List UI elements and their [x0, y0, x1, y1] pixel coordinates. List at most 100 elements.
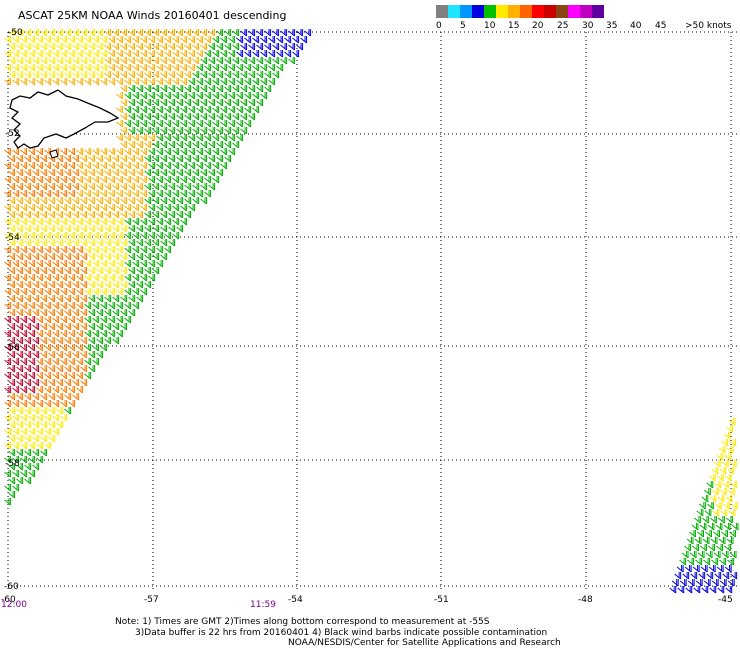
wind-barb — [112, 281, 120, 289]
wind-barb — [120, 323, 128, 331]
wind-barb — [220, 64, 228, 72]
wind-barb — [164, 106, 172, 114]
wind-barb — [40, 211, 48, 219]
wind-barb — [136, 99, 144, 107]
wind-barb — [88, 295, 96, 303]
wind-barb — [140, 218, 148, 226]
wind-barb — [76, 204, 84, 212]
wind-barb — [108, 64, 116, 72]
wind-barb — [44, 442, 52, 450]
wind-barb — [705, 551, 713, 559]
wind-barb — [168, 127, 176, 135]
wind-barb — [132, 204, 140, 212]
wind-barb — [188, 120, 196, 128]
wind-barb — [296, 43, 304, 51]
wind-barb — [32, 337, 40, 345]
wind-barb — [4, 274, 12, 282]
wind-barb — [268, 36, 276, 44]
wind-barb — [12, 218, 20, 226]
wind-barb — [48, 71, 56, 79]
wind-barb — [172, 50, 180, 58]
wind-barb — [300, 36, 308, 44]
wind-barb — [232, 43, 240, 51]
wind-barb — [112, 57, 120, 65]
wind-barb — [76, 190, 84, 198]
wind-barb — [160, 225, 168, 233]
wind-barb — [204, 92, 212, 100]
wind-barb — [232, 127, 240, 135]
wind-barb — [80, 211, 88, 219]
wind-barb — [16, 57, 24, 65]
wind-barb — [164, 92, 172, 100]
wind-barb — [64, 407, 72, 415]
wind-barb — [168, 183, 176, 191]
wind-barb — [96, 225, 104, 233]
wind-barb — [188, 50, 196, 58]
wind-barb — [20, 358, 28, 366]
wind-barb — [52, 232, 60, 240]
wind-barb — [44, 64, 52, 72]
wind-barb — [272, 43, 280, 51]
wind-barb — [104, 295, 112, 303]
wind-barb — [48, 281, 56, 289]
wind-barb — [727, 467, 735, 475]
wind-barb — [180, 162, 188, 170]
wind-barb — [676, 565, 684, 573]
wind-barb — [124, 50, 132, 58]
wind-barb — [48, 183, 56, 191]
wind-barb — [24, 295, 32, 303]
wind-barb — [136, 281, 144, 289]
wind-barb — [44, 204, 52, 212]
wind-barb — [148, 260, 156, 268]
wind-barb — [156, 92, 164, 100]
wind-barb — [100, 64, 108, 72]
wind-barb — [140, 162, 148, 170]
coastline-falkland-islands — [9, 89, 120, 159]
wind-barb — [8, 491, 16, 499]
wind-barb — [140, 232, 148, 240]
wind-barb — [16, 421, 24, 429]
wind-barb — [20, 442, 28, 450]
wind-barb — [24, 211, 32, 219]
wind-barb — [80, 295, 88, 303]
wind-barb — [208, 43, 216, 51]
wind-barb — [28, 428, 36, 436]
wind-barb — [216, 99, 224, 107]
wind-barb — [40, 225, 48, 233]
wind-barb — [92, 246, 100, 254]
wind-barb — [40, 71, 48, 79]
wind-barb — [8, 211, 16, 219]
wind-barb — [28, 148, 36, 156]
wind-barb — [112, 71, 120, 79]
wind-barb — [698, 572, 706, 580]
wind-barb — [204, 50, 212, 58]
wind-barb — [184, 197, 192, 205]
wind-barb — [32, 197, 40, 205]
wind-barb — [188, 190, 196, 198]
wind-barb — [104, 323, 112, 331]
wind-barb — [48, 379, 56, 387]
wind-barb — [84, 64, 92, 72]
wind-barb — [120, 169, 128, 177]
lat-label: -58 — [5, 459, 20, 469]
wind-barb — [236, 50, 244, 58]
wind-barb — [80, 183, 88, 191]
wind-barb — [96, 323, 104, 331]
wind-barb — [56, 421, 64, 429]
wind-barb — [20, 36, 28, 44]
wind-barb — [48, 337, 56, 345]
wind-barb — [232, 99, 240, 107]
wind-barb — [40, 253, 48, 261]
wind-barb — [706, 572, 714, 580]
wind-barb — [100, 176, 108, 184]
wind-barb — [705, 530, 712, 538]
wind-barb — [184, 169, 192, 177]
wind-barb — [12, 64, 20, 72]
wind-barb — [100, 316, 108, 324]
wind-barb — [132, 246, 140, 254]
wind-barb — [124, 218, 132, 226]
wind-barb — [224, 141, 232, 149]
wind-barb — [48, 351, 56, 359]
wind-barb — [124, 302, 132, 310]
wind-barb — [252, 36, 260, 44]
